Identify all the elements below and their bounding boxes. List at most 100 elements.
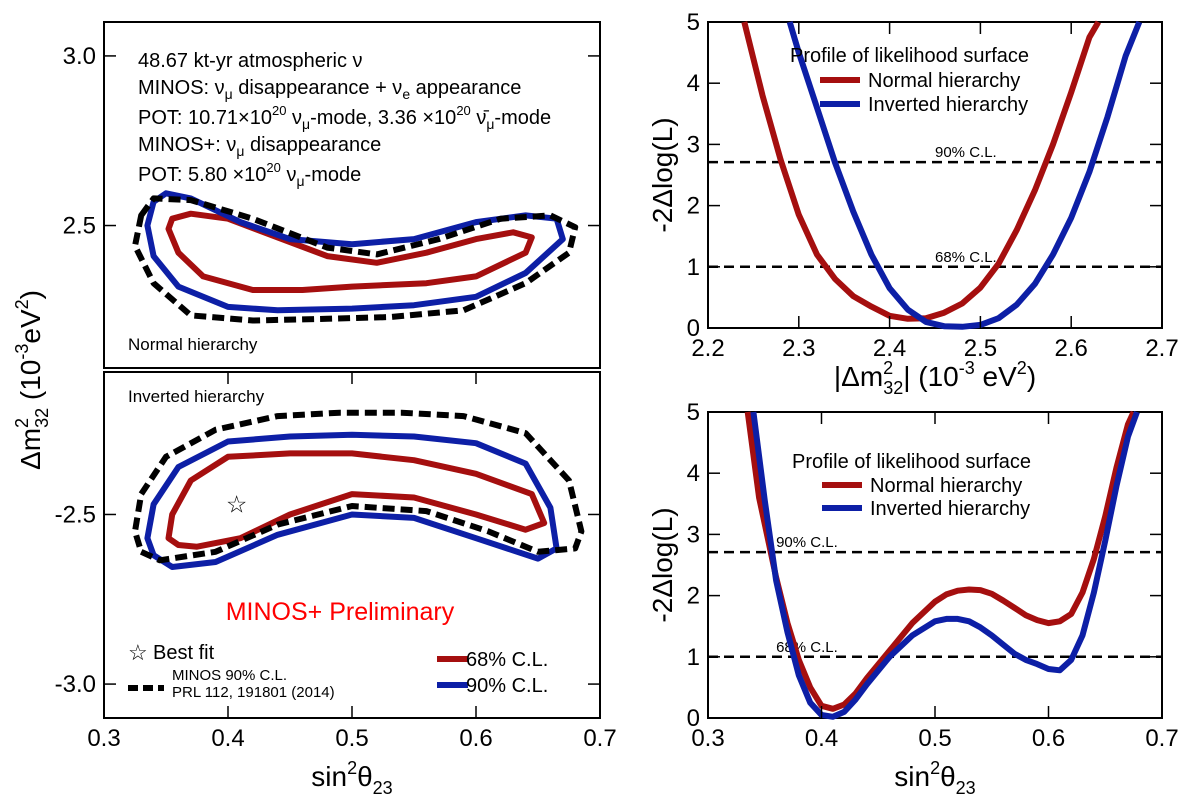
y-tick-label: -3.0	[55, 671, 96, 698]
info-text-block: 48.67 kt-yr atmospheric ν MINOS: νμ disa…	[138, 50, 551, 189]
x-ticks: 2.2 2.3 2.4 2.5 2.6 2.7	[691, 22, 1179, 362]
reference-line-label: 90% C.L.	[935, 144, 997, 161]
legend-minos-line1: MINOS 90% C.L.	[172, 667, 287, 684]
plot-frame	[707, 21, 1163, 329]
preliminary-label: MINOS+ Preliminary	[226, 598, 455, 626]
x-tick-label: 0.3	[87, 725, 120, 752]
x-tick-label: 0.5	[335, 725, 368, 752]
profile-legend: Profile of likelihood surface Normal hie…	[792, 451, 1031, 520]
legend-90-label: 90% C.L.	[466, 675, 548, 697]
x-axis-label: |Δm2 32| (10-3 eV2)	[834, 358, 1036, 398]
y-tick-label: 3.0	[63, 43, 96, 70]
x-tick-label: 0.6	[1032, 725, 1065, 752]
series-line	[744, 410, 1137, 712]
star-icon: ☆	[128, 640, 148, 665]
legend-normal-label: Normal hierarchy	[868, 70, 1020, 92]
info-line-2: MINOS: νμ disappearance + νe appearance	[138, 77, 521, 102]
x-ticks: 0.3 0.4 0.5 0.6 0.7	[87, 372, 617, 752]
contour-lines	[132, 409, 585, 570]
x-tick-label: 2.7	[1145, 335, 1178, 362]
info-line-4: MINOS+: νμ disappearance	[138, 134, 381, 159]
reference-lines: 90% C.L. 68% C.L.	[708, 144, 1162, 269]
y-ticks: 0 1 2 3 4 5	[687, 9, 1162, 342]
contour-legend: ☆ Best fit MINOS 90% C.L. PRL 112, 19180…	[128, 640, 548, 701]
info-line-5: POT: 5.80 ×1020 νμ-mode	[138, 160, 361, 189]
y-tick-label: 5	[687, 399, 700, 426]
contour-panel-normal-hierarchy: 3.0 2.5 48.67 kt-yr atmospheric ν MINOS: …	[63, 21, 601, 369]
x-tick-label: 2.2	[691, 335, 724, 362]
contour-panel-inverted-hierarchy: -2.5 -3.0 0.3 0.4 0.5 0.6 0.7 Inverted hierar…	[55, 371, 617, 798]
series-line	[786, 20, 1143, 330]
series-line	[750, 410, 1140, 720]
series-line	[144, 190, 566, 314]
legend-68: 68% C.L.	[437, 649, 548, 671]
info-line-1-text: 48.67 kt-yr atmospheric ν	[138, 50, 363, 72]
legend-best-fit: ☆ Best fit	[128, 640, 215, 665]
x-tick-label: 2.6	[1055, 335, 1088, 362]
profile-curves	[744, 410, 1140, 720]
annotation-inverted-hierarchy: Inverted hierarchy	[128, 387, 265, 406]
y-axis-label: -2Δlog(L)	[647, 507, 678, 622]
y-tick-label: 2.5	[63, 213, 96, 240]
series-line	[132, 409, 585, 564]
y-tick-label: 3	[687, 131, 700, 158]
y-axis-label: -2Δlog(L)	[647, 117, 678, 232]
reference-line-label: 68% C.L.	[935, 249, 997, 266]
y-tick-label: 2	[687, 583, 700, 610]
reference-line-label: 90% C.L.	[776, 534, 838, 551]
reference-line-label: 68% C.L.	[776, 639, 838, 656]
legend-title: Profile of likelihood surface	[792, 451, 1031, 473]
legend-minos-line2: PRL 112, 191801 (2014)	[172, 684, 335, 701]
y-tick-label: 5	[687, 9, 700, 36]
x-ticks: 0.3 0.4 0.5 0.6 0.7	[691, 412, 1179, 752]
y-tick-label: 4	[687, 70, 700, 97]
x-tick-label: 2.5	[964, 335, 997, 362]
series-line	[132, 195, 579, 324]
y-ticks: 0 1 2 3 4 5	[687, 399, 1162, 732]
x-tick-label: 2.4	[873, 335, 906, 362]
contour-lines	[132, 190, 579, 324]
legend-90: 90% C.L.	[437, 675, 548, 697]
series-line	[144, 431, 560, 570]
x-tick-label: 2.3	[782, 335, 815, 362]
legend-inverted-label: Inverted hierarchy	[868, 94, 1028, 116]
legend-normal-label: Normal hierarchy	[870, 475, 1022, 497]
best-fit-marker: ☆	[226, 491, 248, 518]
profile-curves	[741, 20, 1143, 330]
info-line-3: POT: 10.71×1020 νμ-mode, 3.36 ×1020 ν̄μ-…	[138, 103, 551, 132]
y-tick-label: 3	[687, 521, 700, 548]
x-axis-label: sin2θ23	[311, 758, 392, 798]
y-tick-label: 2	[687, 193, 700, 220]
y-tick-label: 0	[687, 705, 700, 732]
y-ticks: -2.5 -3.0	[55, 501, 600, 698]
y-tick-label: 1	[687, 644, 700, 671]
legend-title: Profile of likelihood surface	[790, 45, 1029, 67]
plot-frame	[103, 21, 601, 369]
y-tick-label: -2.5	[55, 501, 96, 528]
x-tick-label: 0.7	[1145, 725, 1178, 752]
y-tick-label: 1	[687, 254, 700, 281]
y-ticks: 3.0 2.5	[63, 43, 600, 240]
x-axis-label: sin2θ23	[894, 758, 975, 798]
x-tick-label: 0.7	[583, 725, 616, 752]
legend-best-fit-label: Best fit	[153, 642, 215, 664]
info-line-1: 48.67 kt-yr atmospheric ν	[138, 50, 363, 72]
annotation-normal-hierarchy: Normal hierarchy	[128, 335, 258, 354]
best-fit-star-icon: ☆	[226, 491, 248, 518]
y-tick-label: 4	[687, 460, 700, 487]
legend-inverted-label: Inverted hierarchy	[870, 498, 1030, 520]
y-tick-label: 0	[687, 315, 700, 342]
x-tick-label: 0.4	[805, 725, 838, 752]
x-tick-label: 0.6	[459, 725, 492, 752]
x-tick-label: 0.3	[691, 725, 724, 752]
contour-y-axis-label: Δm232 (10-3eV2)	[12, 290, 52, 470]
profile-legend: Profile of likelihood surface Normal hie…	[790, 45, 1029, 116]
legend-minos-2014: MINOS 90% C.L. PRL 112, 191801 (2014)	[128, 667, 335, 701]
x-tick-label: 0.4	[211, 725, 244, 752]
series-line	[165, 450, 548, 550]
x-tick-label: 0.5	[918, 725, 951, 752]
legend-68-label: 68% C.L.	[466, 649, 548, 671]
